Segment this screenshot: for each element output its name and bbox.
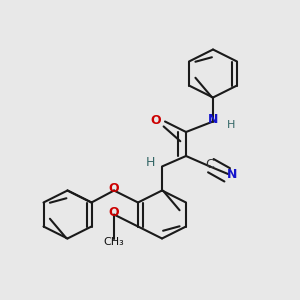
Text: N: N: [208, 113, 218, 126]
Text: C: C: [206, 158, 214, 171]
Text: O: O: [109, 182, 119, 195]
Text: H: H: [227, 120, 235, 130]
Text: CH₃: CH₃: [103, 237, 124, 248]
Text: H: H: [145, 155, 155, 169]
Text: O: O: [150, 113, 161, 127]
Text: O: O: [109, 206, 119, 219]
Text: N: N: [226, 167, 237, 181]
